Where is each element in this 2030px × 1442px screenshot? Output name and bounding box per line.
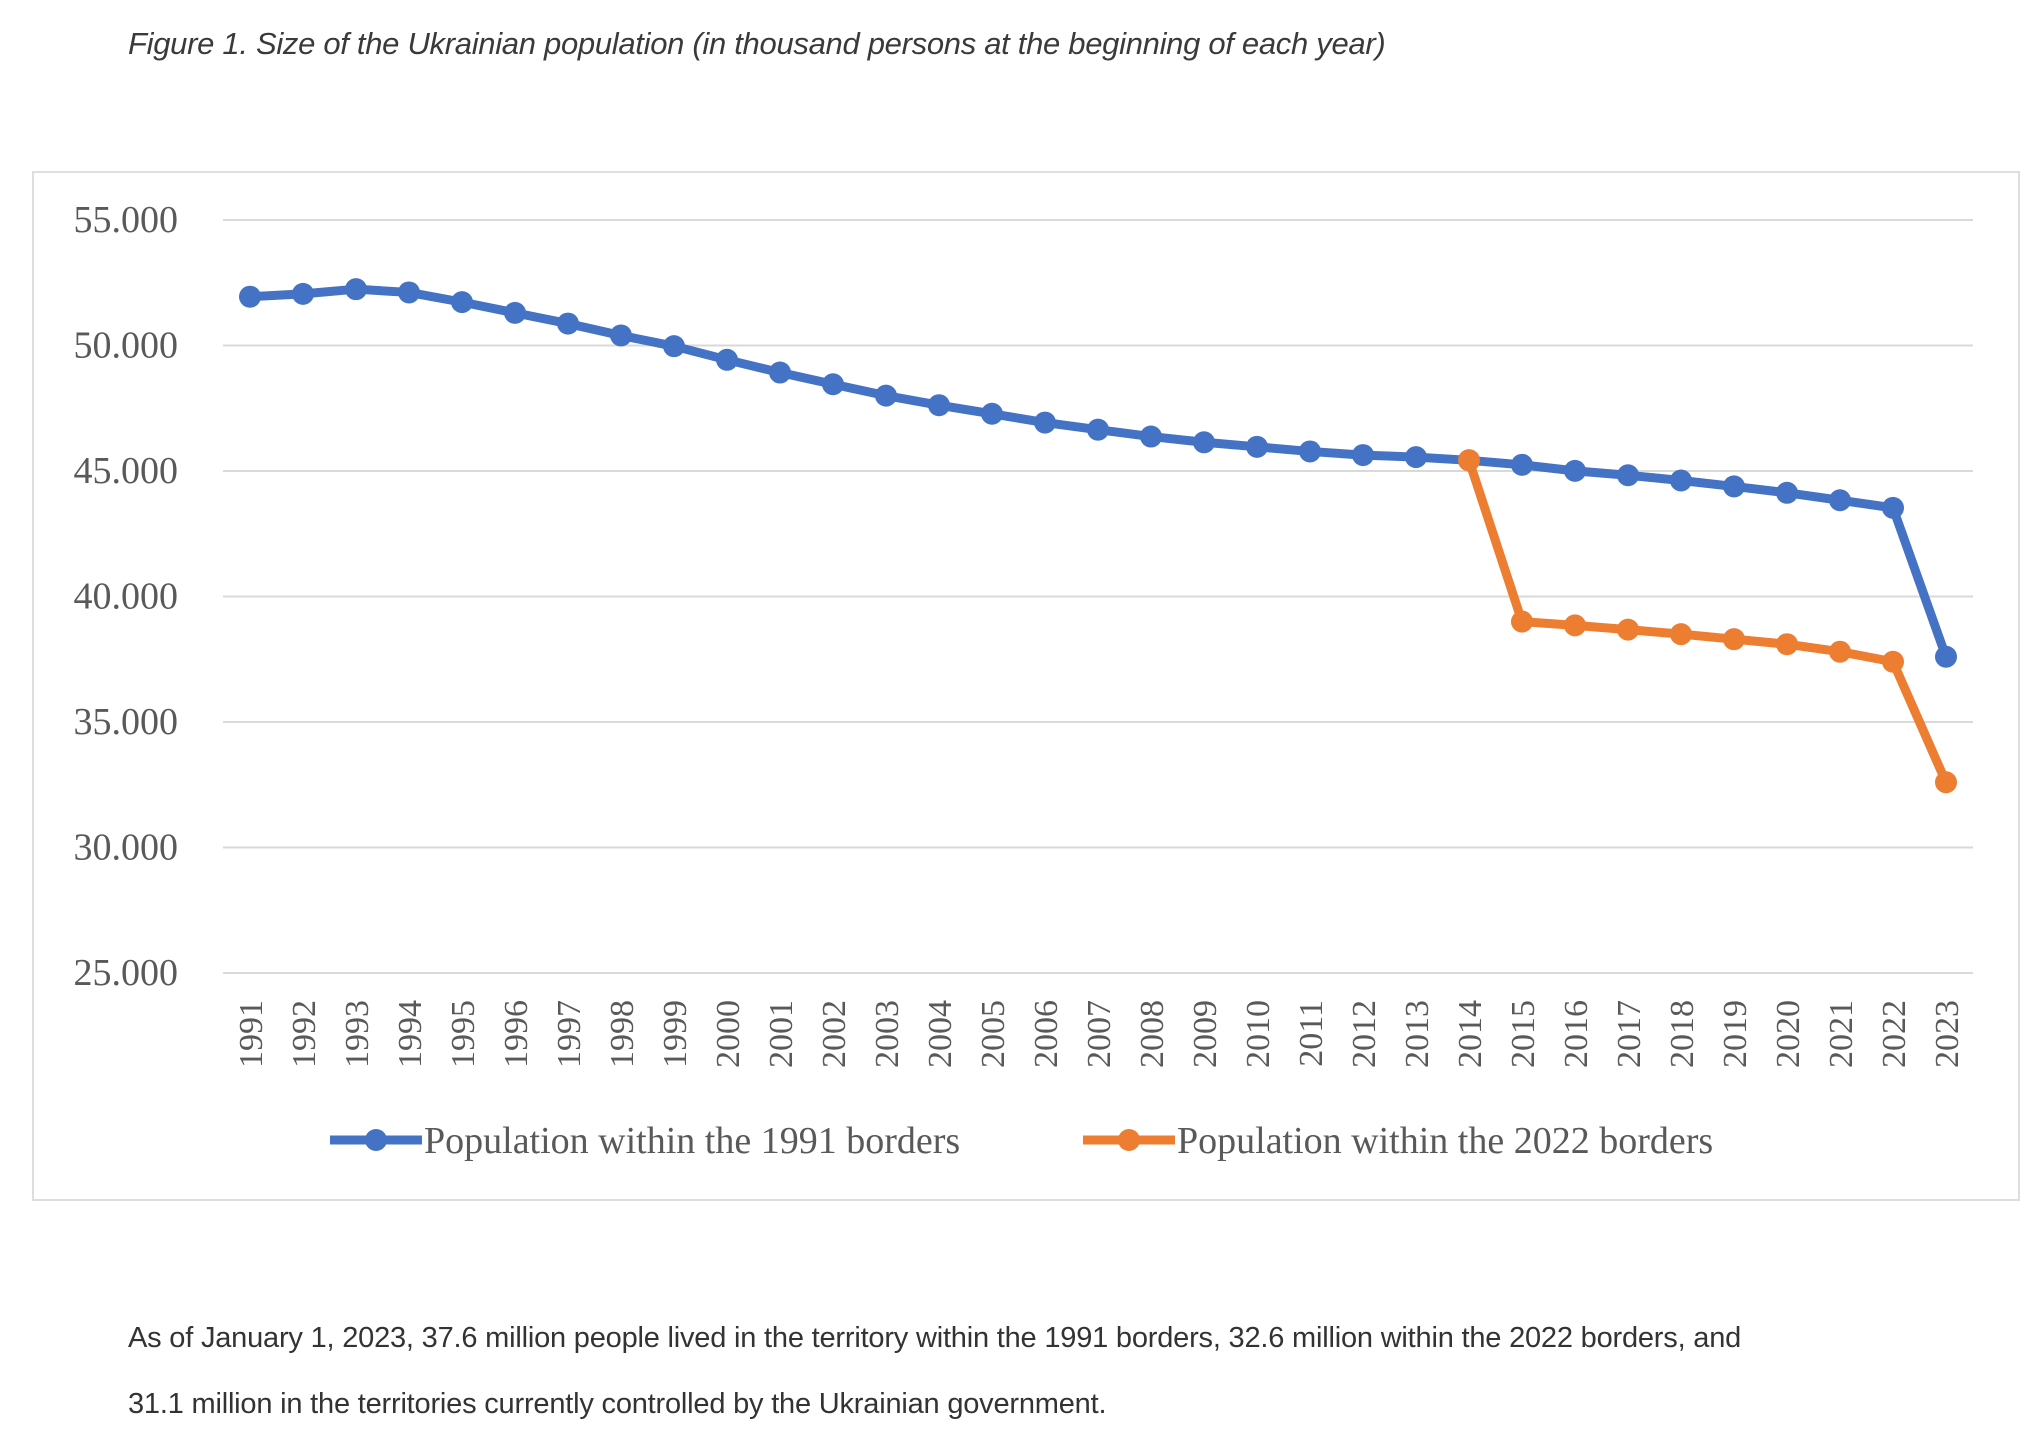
y-tick-label: 25.000 — [74, 952, 179, 994]
x-tick-label: 2002 — [816, 1000, 853, 1068]
x-tick-label: 2020 — [1770, 1000, 1807, 1068]
x-tick-label: 2013 — [1399, 1000, 1436, 1068]
x-axis-tick-labels: 1991 1992 1993 1994 1995 1996 1997 1998 1999 2000… — [233, 1000, 1966, 1068]
data-point — [1776, 481, 1798, 504]
series-points — [239, 278, 1957, 794]
data-point — [1723, 628, 1745, 651]
x-tick-label: 2014 — [1452, 1000, 1489, 1068]
data-point — [1882, 496, 1904, 519]
x-tick-label: 2003 — [869, 1000, 906, 1068]
data-point — [1776, 633, 1798, 656]
x-tick-label: 2009 — [1187, 1000, 1224, 1068]
data-point — [610, 324, 632, 347]
data-point — [239, 285, 261, 308]
legend-label: Population within the 1991 borders — [424, 1120, 960, 1162]
x-tick-label: 2022 — [1876, 1000, 1913, 1068]
x-tick-label: 2021 — [1823, 1000, 1860, 1068]
body-text-line-1: As of January 1, 2023, 37.6 million peop… — [128, 1322, 1742, 1354]
series-lines — [249, 284, 1951, 785]
data-point — [1670, 469, 1692, 492]
data-point — [663, 335, 685, 358]
x-tick-label: 2004 — [922, 1000, 959, 1068]
x-tick-label: 2019 — [1717, 1000, 1754, 1068]
data-point — [504, 301, 526, 324]
data-point — [1193, 431, 1215, 454]
data-point — [1087, 418, 1109, 441]
data-point — [1723, 475, 1745, 498]
y-tick-label: 55.000 — [74, 199, 179, 241]
x-tick-label: 2010 — [1240, 1000, 1277, 1068]
x-tick-label: 1996 — [498, 1000, 535, 1068]
data-point — [716, 348, 738, 371]
data-point — [1458, 449, 1480, 472]
x-tick-label: 2007 — [1081, 1000, 1118, 1068]
x-tick-label: 1998 — [604, 1000, 641, 1068]
x-tick-label: 1997 — [551, 1000, 588, 1068]
x-tick-label: 2015 — [1505, 1000, 1542, 1068]
data-point — [875, 384, 897, 407]
y-tick-label: 50.000 — [74, 325, 179, 367]
data-point — [1405, 446, 1427, 469]
legend-label: Population within the 2022 borders — [1177, 1120, 1713, 1162]
y-axis-tick-labels: 25.000 30.000 35.000 40.000 45.000 50.000 55.0… — [74, 199, 179, 994]
data-point — [822, 373, 844, 396]
y-tick-label: 40.000 — [74, 576, 179, 618]
figure-caption: Figure 1. Size of the Ukrainian populati… — [128, 26, 1386, 61]
body-text-line-2: 31.1 million in the territories currentl… — [128, 1388, 1107, 1420]
x-tick-label: 2012 — [1346, 1000, 1383, 1068]
data-point — [451, 291, 473, 314]
series-line-2 — [1464, 458, 1951, 785]
data-point — [1564, 459, 1586, 482]
y-tick-label: 30.000 — [74, 827, 179, 869]
data-point — [1352, 444, 1374, 467]
data-point — [1935, 645, 1957, 668]
data-point — [1882, 650, 1904, 673]
legend: Population within the 1991 borders Popula… — [330, 1120, 1713, 1162]
x-tick-label: 2023 — [1929, 1000, 1966, 1068]
data-point — [1299, 440, 1321, 463]
x-tick-label: 1994 — [392, 1000, 429, 1068]
data-point — [1140, 425, 1162, 448]
x-tick-label: 1995 — [445, 1000, 482, 1068]
series-line-1 — [249, 284, 1951, 659]
data-point — [1670, 623, 1692, 646]
data-point — [981, 402, 1003, 425]
y-tick-label: 45.000 — [74, 450, 179, 492]
legend-marker-icon — [1118, 1129, 1140, 1151]
data-point — [1829, 489, 1851, 512]
data-point — [1935, 771, 1957, 794]
data-point — [928, 394, 950, 417]
legend-marker-icon — [365, 1129, 387, 1151]
data-point — [1564, 614, 1586, 637]
x-tick-label: 2001 — [763, 1000, 800, 1068]
data-point — [557, 312, 579, 335]
x-tick-label: 2018 — [1664, 1000, 1701, 1068]
x-tick-label: 1999 — [657, 1000, 694, 1068]
data-point — [1034, 411, 1056, 434]
x-tick-label: 2008 — [1134, 1000, 1171, 1068]
data-point — [1617, 464, 1639, 487]
data-point — [1246, 435, 1268, 458]
x-tick-label: 2005 — [975, 1000, 1012, 1068]
data-point — [1829, 640, 1851, 663]
data-point — [292, 282, 314, 305]
x-tick-label: 1992 — [286, 1000, 323, 1068]
x-tick-label: 2000 — [710, 1000, 747, 1068]
data-point — [1511, 453, 1533, 476]
data-point — [769, 361, 791, 384]
data-point — [345, 278, 367, 301]
data-point — [398, 281, 420, 304]
x-tick-label: 2017 — [1611, 1000, 1648, 1068]
data-point — [1617, 618, 1639, 641]
chart-container — [32, 171, 2020, 1201]
x-tick-label: 2011 — [1293, 1000, 1330, 1067]
x-tick-label: 1993 — [339, 1000, 376, 1068]
x-tick-label: 2016 — [1558, 1000, 1595, 1068]
gridlines — [223, 219, 1973, 974]
data-point — [1511, 610, 1533, 633]
y-tick-label: 35.000 — [74, 701, 179, 743]
x-tick-label: 1991 — [233, 1000, 270, 1068]
x-tick-label: 2006 — [1028, 1000, 1065, 1068]
